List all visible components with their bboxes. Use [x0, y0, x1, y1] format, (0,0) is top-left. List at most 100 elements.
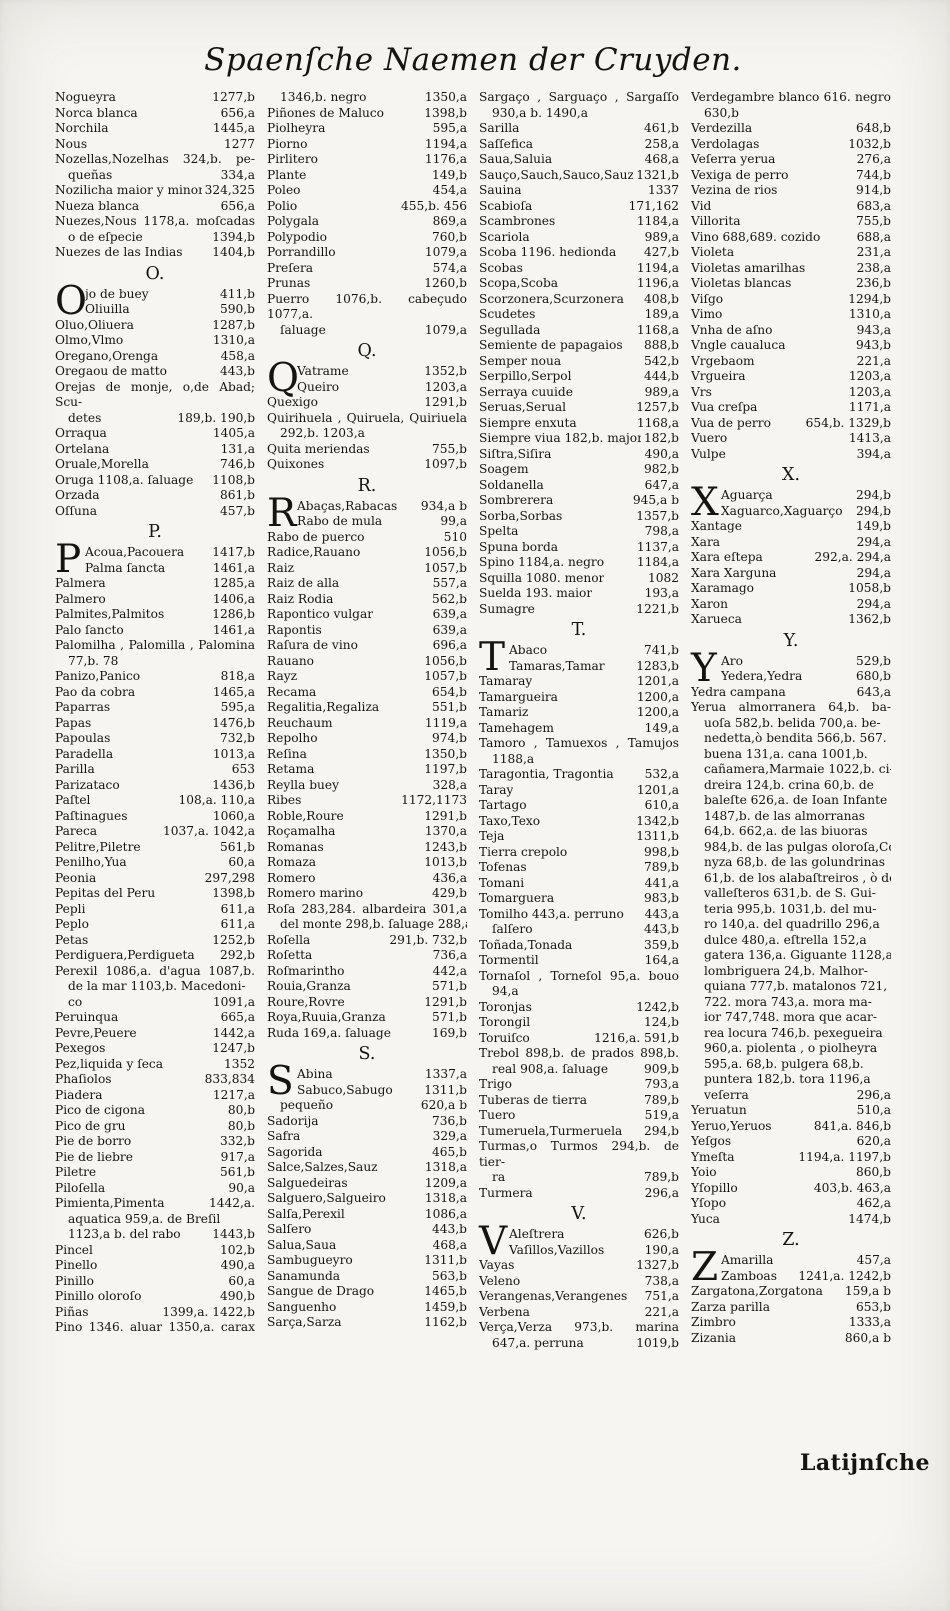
entry-name: Nuezes de las Indias [55, 245, 183, 259]
index-entry: Xantage 149,b [691, 519, 891, 535]
dropcap-letter: X [691, 480, 719, 525]
entry-name: Piorno [267, 136, 308, 151]
entry-page-ref: 1242,b [636, 999, 679, 1014]
index-entry: Vulpe 394,a [691, 447, 891, 463]
index-entry: Aro 529,b [721, 654, 891, 670]
index-entry: veſerra 296,a [691, 1088, 891, 1104]
entry-page-ref: 1399,a. 1422,b [162, 1304, 255, 1319]
entry-page-ref: 595,a [220, 700, 255, 714]
entry-name: Toñada,Tonada [479, 937, 573, 952]
entry-name: Siſtra,Siſira [479, 446, 552, 461]
entry-name: Piletre [55, 1165, 97, 1179]
entry-page-ref: 1201,a [636, 782, 679, 797]
entry-name: Prunas [267, 276, 311, 290]
entry-page-ref: 189,a [644, 307, 679, 321]
index-entry: Siſtra,Siſira 490,a [479, 447, 679, 463]
index-entry-runline: aquatica 959,a. de Breſil [68, 1211, 221, 1226]
entry-name: Ymeſta [691, 1149, 735, 1164]
entry-page-ref: 917,a [220, 1149, 255, 1164]
index-entry: Vnha de aſno 943,a [691, 323, 891, 339]
entry-name: Orraqua [55, 426, 107, 440]
entry-name: Amarilla [721, 1253, 774, 1267]
entry-page-ref: 1203,a [424, 379, 467, 394]
entry-name: Panizo,Panico [55, 669, 141, 683]
index-entry: Vezina de rios 914,b [691, 183, 891, 199]
index-entry: Pez,liquida y ſeca 1352 [55, 1057, 255, 1073]
index-entry-runline: puntera 182,b. tora 1196,a [704, 1072, 871, 1086]
index-entry: Pico de cigona 80,b [55, 1103, 255, 1119]
entry-name: Pirlitero [267, 152, 318, 166]
index-entry: Pie de borro 332,b [55, 1134, 255, 1150]
entry-page-ref: 974,b [432, 731, 467, 745]
entry-name: Tartago [479, 798, 527, 812]
index-entry: Oruale,Morella 746,b [55, 457, 255, 473]
entry-name: Ribes [267, 793, 302, 807]
entry-page-ref: 1398,b [212, 886, 255, 900]
index-entry-runline: Pino 1346. aluar 1350,a. carax [55, 1320, 255, 1334]
index-entry: Vatrame 1352,b [297, 364, 467, 380]
entry-name: Vimo [691, 307, 723, 321]
entry-page-ref: 1277,b [212, 90, 255, 104]
entry-name: Norchila [55, 121, 109, 135]
entry-page-ref: 1337 [647, 183, 679, 197]
entry-page-ref: 221,a [644, 1304, 679, 1319]
dropcap-letter: Z [691, 1245, 719, 1290]
entry-page-ref: 408,b [644, 291, 679, 306]
entry-name: Sambugueyro [267, 1253, 353, 1267]
entry-page-ref: 1058,b [848, 581, 891, 595]
entry-name: Scopa,Scoba [479, 276, 559, 290]
entry-name: Roure,Rovre [267, 994, 345, 1009]
entry-page-ref: 189,b. 190,b [177, 410, 255, 425]
entry-page-ref: 1445,a [212, 121, 255, 135]
entry-page-ref: 1203,a [848, 384, 891, 399]
entry-name: Tamaras,Tamar [509, 658, 605, 673]
index-entry-runline: 77,b. 78 [68, 653, 119, 668]
index-entry-runline: Quirihuela , Quiruela, Quiriuela [267, 410, 467, 425]
entry-page-ref: 1079,a [424, 245, 467, 259]
entry-name: Zargatona,Zorgatona [691, 1284, 823, 1298]
index-entry: Vrgebaom 221,a [691, 354, 891, 370]
entry-name: Verbena [479, 1304, 530, 1319]
entry-name: Palo ſancto [55, 622, 124, 637]
index-entry: Scopa,Scoba 1196,a [479, 276, 679, 292]
index-entry: Siempre enxuta 1168,a [479, 416, 679, 432]
index-entry: Pinello 490,a [55, 1258, 255, 1274]
entry-name: Repolho [267, 731, 318, 745]
index-entry: Pimienta,Pimenta 1442,a. [55, 1196, 255, 1212]
entry-name: Torongil [479, 1015, 531, 1029]
entry-name: Romaza [267, 855, 317, 869]
entry-page-ref: 1311,b [636, 829, 679, 843]
index-entry-runline: Sargaço , Sarguaço , Sargaſſo [479, 90, 679, 104]
entry-name: Pincel [55, 1242, 93, 1257]
entry-page-ref: 643,a [856, 684, 891, 699]
index-entry: Zargatona,Zorgatona 159,a b [691, 1284, 891, 1300]
entry-page-ref: 193,a [644, 586, 679, 600]
entry-name: Rabo de puerco [267, 529, 365, 544]
entry-name: Vatrame [297, 364, 349, 378]
index-entry: Quita meriendas 755,b [267, 442, 467, 458]
entry-page-ref: 1200,a [636, 689, 679, 704]
index-entry: o de eſpecie 1394,b [55, 230, 255, 246]
index-entry-runline: Tornaſol , Torneſol 95,a. bouo [479, 968, 679, 983]
entry-page-ref: 557,a [432, 576, 467, 590]
dropcap-entry: R Abaças,Rabacas 934,a b Rabo de mula 99,a [267, 494, 467, 533]
index-entry: Vuero 1413,a [691, 431, 891, 447]
entry-name: Poleo [267, 183, 301, 197]
entry-page-ref: 124,b [644, 1015, 679, 1029]
entry-page-ref: 328,a [432, 777, 467, 792]
index-entry-runline: 930,a b. 1490,a [492, 105, 588, 120]
entry-page-ref: 683,a [856, 198, 891, 213]
index-entry: Semper noua 542,b [479, 354, 679, 370]
entry-page-ref: 1474,b [848, 1211, 891, 1226]
index-entry: real 908,a. ſaluage 909,b [479, 1062, 679, 1078]
entry-name: Semper noua [479, 353, 562, 368]
index-entry: Tofenas 789,b [479, 860, 679, 876]
entry-page-ref: 1350,a [424, 90, 467, 104]
index-entry-runline: 1487,b. de las almorranas [704, 808, 865, 823]
entry-page-ref: 60,a [228, 855, 255, 869]
index-entry: Turmera 296,a [479, 1186, 679, 1202]
entry-page-ref: 519,a [644, 1108, 679, 1122]
entry-name: Villorita [691, 214, 741, 228]
index-entry-runline: Tamoro , Tamuexos , Tamujos [479, 736, 679, 750]
index-entry-runline: 722. mora 743,a. mora ma- [704, 994, 872, 1009]
